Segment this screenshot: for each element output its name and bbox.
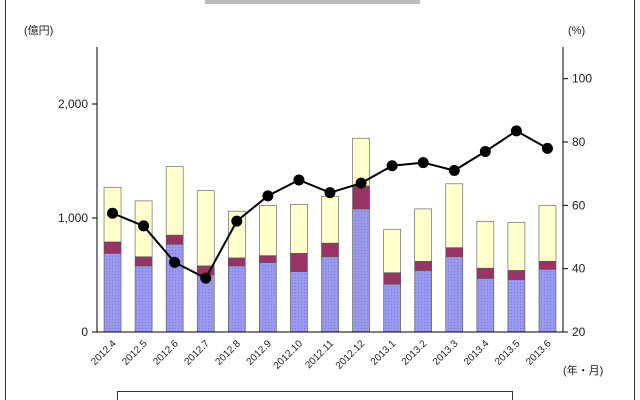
bar-segment-3	[259, 205, 277, 256]
bar-segment-3	[321, 196, 339, 244]
x-tick-label: 2013.3	[431, 338, 461, 368]
bar-segment-2	[383, 272, 401, 285]
rate-point	[107, 207, 119, 219]
rate-point	[293, 174, 305, 186]
rate-point	[386, 160, 398, 172]
bar-segment-2	[134, 256, 153, 267]
bar-segment-1	[228, 265, 246, 333]
bar-segment-1	[259, 262, 277, 333]
bar-segment-3	[538, 205, 557, 262]
y-right-tick-label: 80	[572, 135, 586, 149]
bar-segment-1	[507, 279, 526, 333]
rate-point	[231, 215, 243, 227]
y-right-tick-label: 100	[572, 72, 592, 86]
bar-segment-1	[383, 283, 401, 333]
bar-segment-3	[476, 221, 495, 269]
bar-segment-3	[414, 208, 433, 262]
bar-segment-2	[414, 261, 433, 271]
bar-segment-1	[538, 268, 557, 333]
bar-segment-1	[290, 271, 308, 333]
rate-point	[169, 256, 181, 268]
rate-point	[324, 187, 336, 199]
rate-line	[107, 125, 553, 284]
bar-segment-2	[321, 242, 339, 258]
bars	[103, 137, 557, 333]
bar-segment-2	[228, 257, 246, 267]
bar-segment-3	[445, 183, 464, 248]
rate-point	[479, 146, 491, 157]
rate-point	[200, 272, 212, 284]
chart-frame	[5, 0, 635, 400]
rate-point	[541, 142, 553, 154]
rate-point	[355, 177, 367, 189]
bar-segment-1	[321, 256, 339, 333]
legend-box	[117, 391, 513, 400]
x-tick-label: 2012.10	[272, 338, 306, 372]
bar-segment-2	[352, 185, 370, 210]
rate-point	[510, 125, 522, 137]
rate-point	[262, 190, 274, 202]
rate-point	[138, 220, 150, 232]
bar-segment-2	[290, 253, 308, 272]
bar-segment-2	[507, 270, 526, 280]
x-unit: (年・月)	[563, 363, 603, 377]
x-tick-label: 2013.2	[400, 338, 430, 368]
bar-segment-1	[476, 278, 495, 333]
rate-point	[448, 165, 460, 176]
x-tick-label: 2013.5	[493, 338, 523, 368]
y-left-tick-label: 1,000	[58, 211, 88, 225]
y-left-unit: (億円)	[24, 24, 53, 37]
y-left-axis: 0 1,000 2,000	[58, 97, 97, 339]
bar-segment-3	[290, 204, 308, 254]
bar-segment-2	[165, 234, 184, 245]
bar-segment-2	[259, 255, 277, 263]
bar-segment-3	[383, 229, 401, 274]
x-axis: 2012.4 2012.5 2012.6 2012.7 2012.8 2012.92012…	[89, 338, 554, 372]
x-tick-label: 2013.1	[369, 338, 399, 368]
bar-segment-3	[507, 222, 526, 271]
y-right-tick-label: 20	[572, 325, 586, 339]
title-strip	[205, 0, 420, 4]
x-tick-label: 2013.6	[524, 338, 554, 368]
x-tick-label: 2013.4	[462, 338, 492, 368]
y-right-tick-label: 60	[572, 198, 586, 212]
bar-segment-2	[103, 241, 122, 254]
bar-segment-2	[476, 267, 495, 279]
y-right-axis: 20 40 60 80 100	[563, 72, 592, 339]
x-tick-label: 2012.7	[182, 338, 212, 368]
bar-segment-3	[196, 190, 215, 267]
y-left-tick-label: 0	[81, 325, 88, 339]
y-right-unit: (%)	[568, 25, 585, 37]
bar-segment-1	[103, 253, 122, 333]
bar-segment-3	[165, 166, 184, 236]
rate-point	[417, 157, 429, 169]
bar-segment-1	[414, 270, 433, 333]
x-tick-label: 2012.11	[303, 338, 336, 371]
y-left-tick-label: 2,000	[58, 97, 88, 111]
bar-segment-1	[134, 265, 153, 333]
x-tick-label: 2012.6	[151, 338, 181, 368]
bar-segment-2	[538, 261, 557, 270]
y-right-tick-label: 40	[572, 262, 586, 276]
x-tick-label: 2012.5	[120, 338, 150, 368]
x-tick-label: 2012.8	[214, 338, 244, 368]
x-tick-label: 2012.9	[245, 338, 275, 368]
x-tick-label: 2012.4	[89, 338, 119, 368]
bar-segment-1	[352, 208, 370, 333]
bar-segment-2	[445, 247, 464, 258]
x-tick-label: 2012.12	[334, 338, 368, 372]
bar-segment-1	[445, 256, 464, 333]
